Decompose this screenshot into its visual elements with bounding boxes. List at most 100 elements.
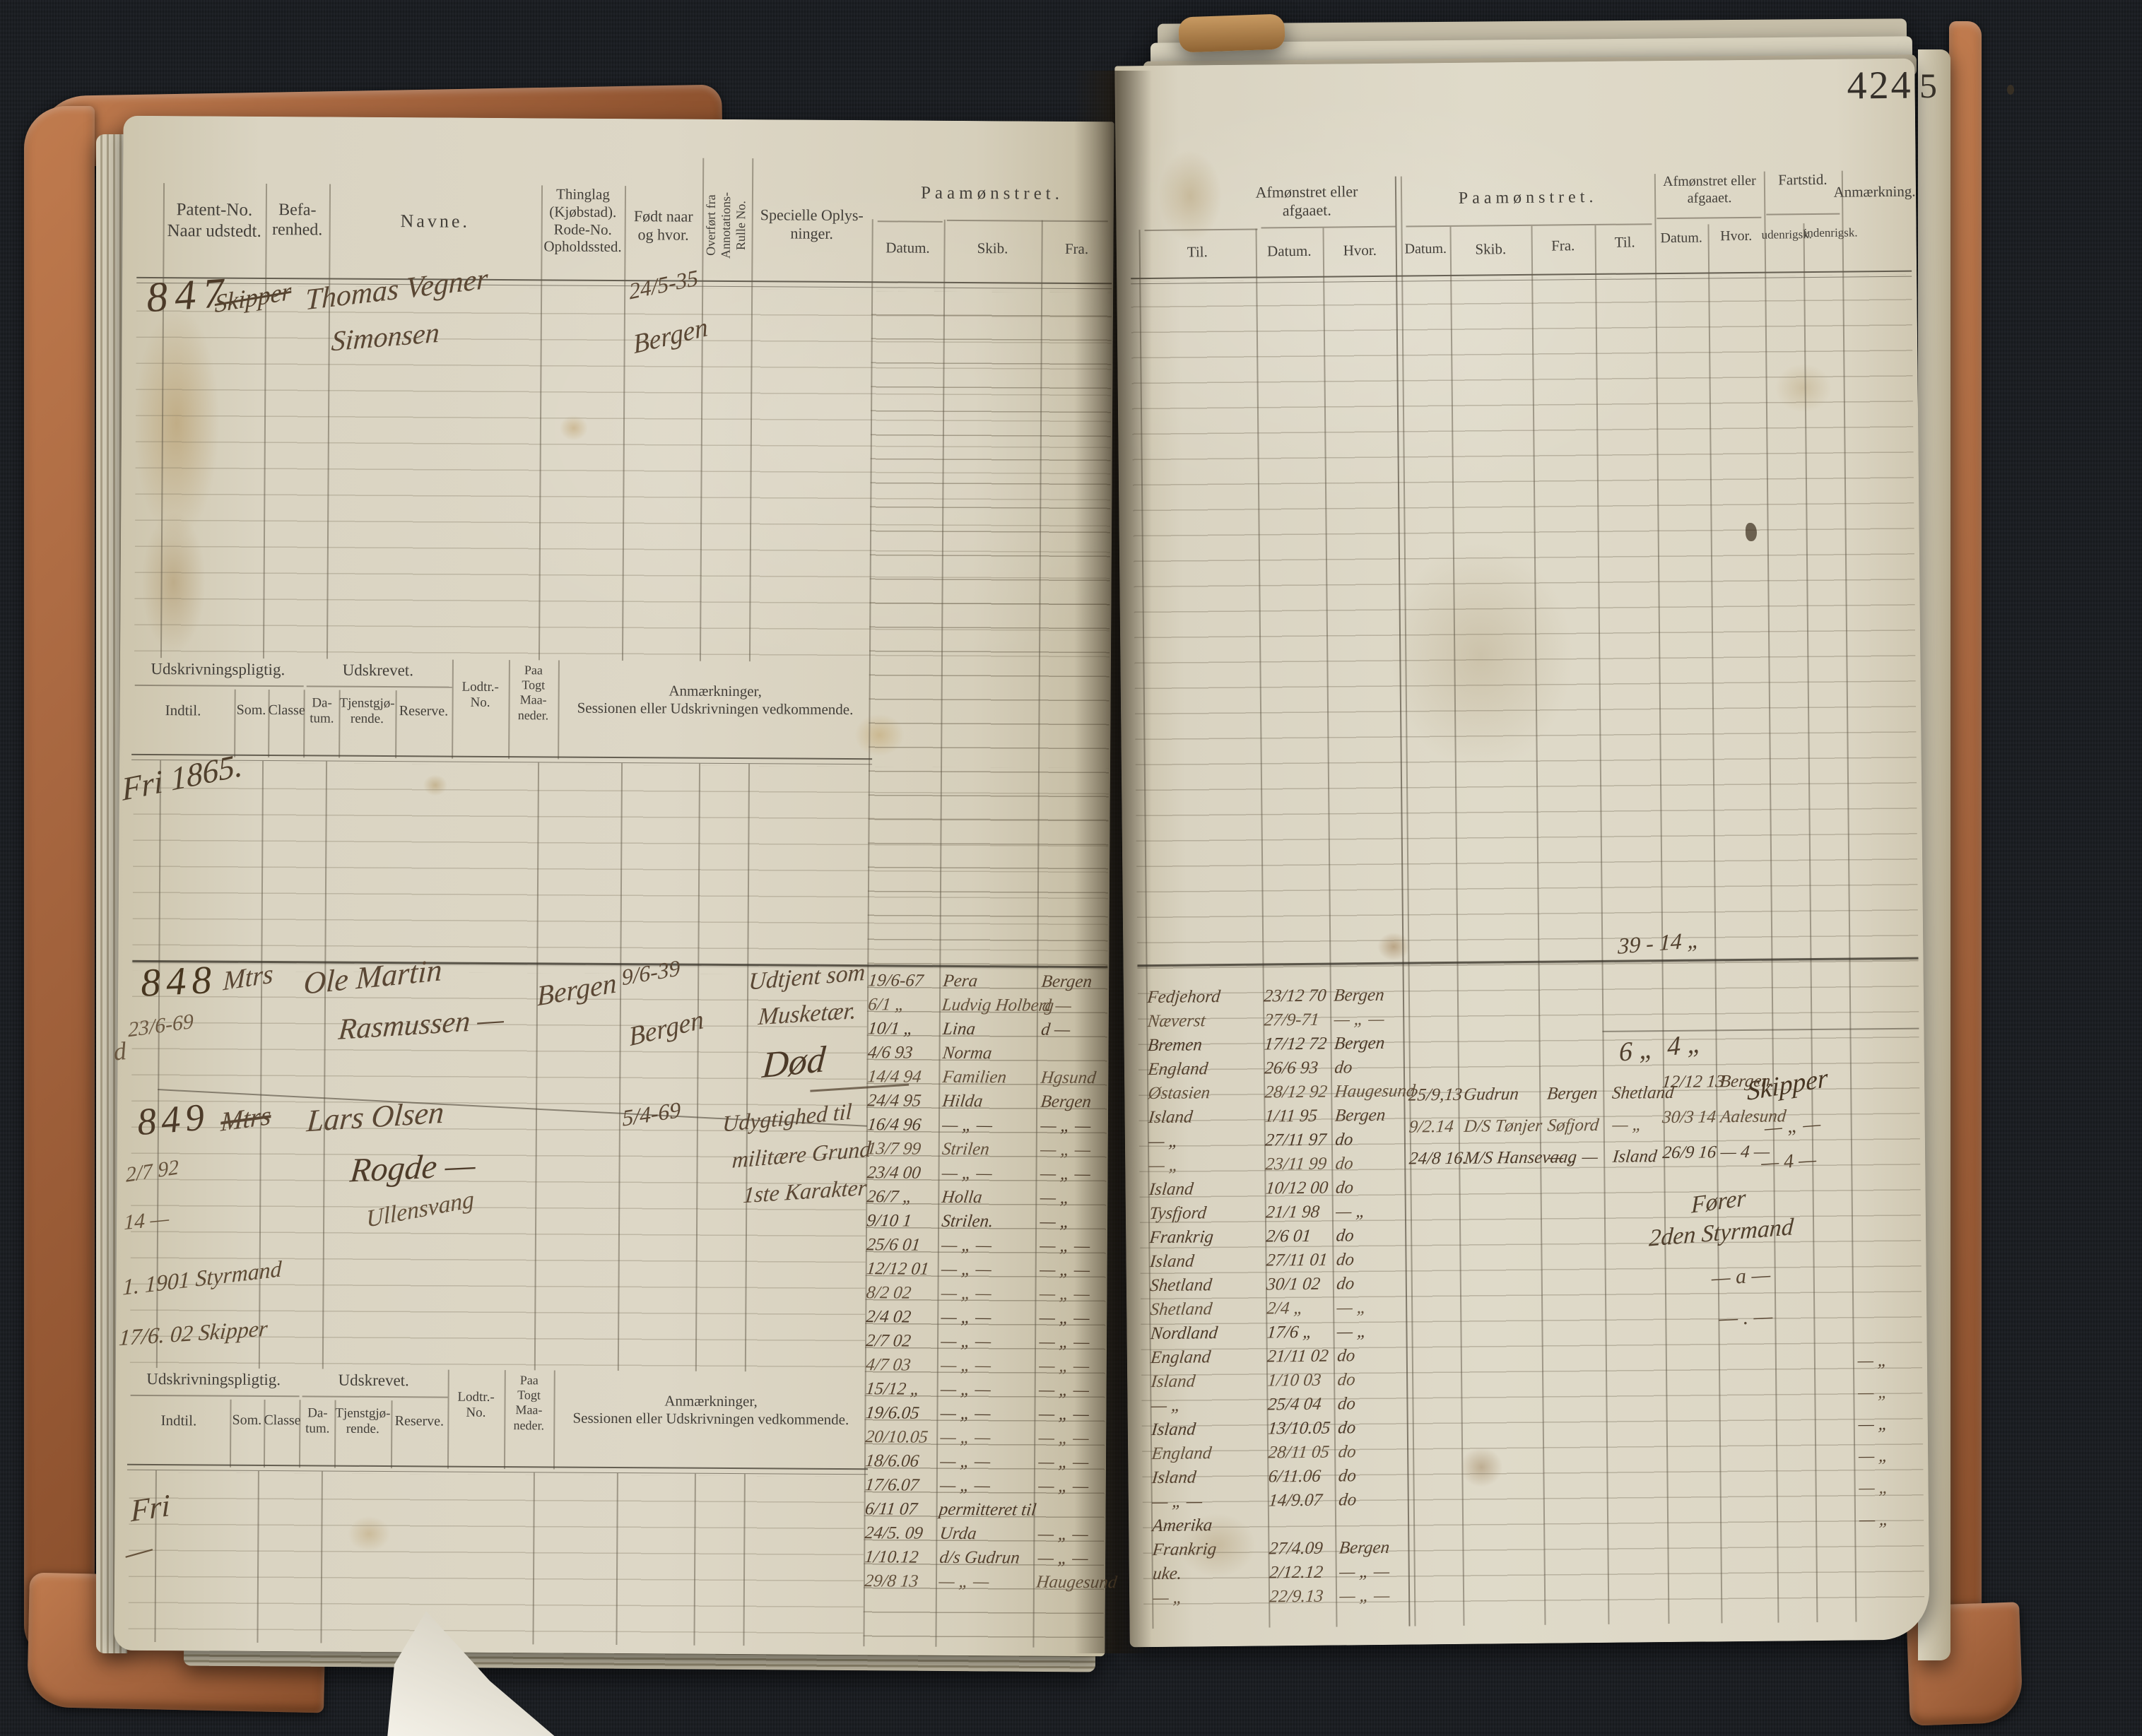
subtable-indtil: Indtil. (165, 702, 201, 719)
rp-header-udenrigsk: udenrigsk. (1761, 228, 1813, 242)
entry-848-special-line3: Død (760, 1039, 828, 1087)
subtable-classe: Classe (268, 702, 305, 719)
rp-row: — „ 27/11 97 do (1146, 1123, 1417, 1152)
subtable-som: Som. (236, 702, 266, 718)
muster-datum: 29/8 13 (864, 1571, 919, 1591)
muster-datum: 8/2 02 (865, 1283, 912, 1303)
muster-skib: Norma (941, 1043, 993, 1063)
muster-skib: — „ — (940, 1307, 993, 1328)
rp-datum: 27/11 97 (1264, 1130, 1328, 1150)
muster-datum: 14/4 94 (866, 1067, 923, 1087)
rp-til: Island (1148, 1251, 1195, 1272)
muster-skib: permitteret til (938, 1499, 1037, 1520)
rp-til: Frankrig (1151, 1540, 1218, 1560)
rp-datum: 2/6 01 (1265, 1226, 1312, 1246)
muster-row: 4/7 03 — „ — — „ — (864, 1350, 1110, 1376)
header-navne: Navne. (400, 211, 471, 232)
headband (1178, 13, 1285, 53)
anm-dash: — „ (1858, 1433, 1924, 1465)
rp-paa2-skib: M/S Hansevaag (1463, 1147, 1578, 1168)
rp-row: Næverst 27/9-71 — „ — (1146, 1003, 1416, 1031)
muster-skib: — „ — (941, 1163, 994, 1183)
leather-edge-left (24, 106, 95, 1660)
rp-row: Frankrig 27/4.09 Bergen (1151, 1532, 1421, 1559)
header-patent-no: Patent-No. Naar udstedt. (167, 200, 261, 241)
rp-til: — „ — (1151, 1492, 1204, 1512)
rp-header-fartstid-group: Fartstid. (1778, 170, 1828, 189)
muster-skib: Holla (941, 1187, 984, 1207)
rp-datum: 25/4 04 (1266, 1394, 1322, 1415)
rp-til: — „ (1148, 1131, 1180, 1152)
rp-hvor: — „ (1335, 1202, 1367, 1222)
rp-hvor: do (1334, 1130, 1354, 1150)
muster-skib: Ludvig Holberg (941, 995, 1055, 1015)
muster-skib: Strilen. (941, 1211, 994, 1232)
anm-ditto-1: — „ — (1763, 1113, 1822, 1140)
rp-hvor: do (1336, 1370, 1356, 1390)
rp-row: — „ 22/9.13 — „ — (1151, 1580, 1421, 1607)
rp-til: England (1150, 1347, 1212, 1368)
rp-hvor: — „ (1336, 1298, 1368, 1318)
rp-til: Island (1151, 1468, 1197, 1488)
note-fri-bottom: Fri (130, 1487, 170, 1529)
rp-paa2-datum: 9/2.14 (1408, 1116, 1455, 1137)
rp-hvor: — „ (1336, 1322, 1368, 1342)
muster-skib: Lina (941, 1019, 977, 1039)
muster-datum: 2/4 02 (865, 1307, 912, 1327)
rp-til: England (1151, 1443, 1213, 1464)
muster-datum: 20/10.05 (864, 1427, 929, 1447)
rp-datum: 27/11 01 (1265, 1250, 1329, 1270)
muster-row: 20/10.05 — „ — — „ — (863, 1422, 1110, 1448)
subtable-group-udskrivningspligtig: Udskrivningspligtig. (151, 659, 286, 679)
rp-datum: 27/4.09 (1268, 1538, 1324, 1559)
rp-row: Island 1/10 03 do (1148, 1364, 1419, 1391)
rp-paa2-skib: Gudrun (1462, 1085, 1520, 1104)
rp-row: England 26/6 93 do (1146, 1051, 1416, 1079)
rp-paa2-fra: Søfjord (1546, 1115, 1600, 1135)
subtable2-anmaerkninger: Anmærkninger, Sessionen eller Udskrivnin… (572, 1392, 849, 1428)
muster-datum: 13/7 99 (866, 1139, 922, 1159)
ink-marks (1746, 523, 1757, 541)
muster-datum: 6/1 „ (867, 995, 907, 1015)
anm-ditto-3: — a — (1710, 1263, 1772, 1290)
rp-datum: 1/10 03 (1266, 1370, 1322, 1390)
right-page: 424 Afmønstret eller afgaaet. Til. Datum… (1114, 58, 1930, 1648)
entry-848-number: 848 (139, 957, 218, 1005)
rp-paa2-datum: 25/9,13 (1407, 1085, 1464, 1105)
rp-hvor: do (1335, 1250, 1355, 1270)
anm-dash-mark: — „ (1857, 1446, 1890, 1466)
rp-til: Tysfjord (1148, 1203, 1208, 1224)
header-befarenhed: Befa- renhed. (271, 201, 323, 240)
rp-hvor: do (1337, 1418, 1357, 1438)
rp-row: — „ 25/4 04 do (1149, 1388, 1420, 1415)
muster-row: 17/6.07 — „ — — „ — (863, 1470, 1110, 1496)
anm-dash-mark: — „ (1858, 1510, 1890, 1530)
muster-datum: 17/6.07 (864, 1475, 920, 1495)
entry-849-name-line2: Rogde — (348, 1146, 478, 1190)
rp-header-hvor-1: Hvor. (1343, 241, 1377, 259)
rp-header-datum-1: Datum. (1266, 242, 1312, 260)
rp-til: Fedjehord (1146, 987, 1221, 1008)
rp-datum: 2/12.12 (1269, 1562, 1324, 1583)
subtable2-paa-togt: Paa Togt Maa- neder. (513, 1373, 545, 1433)
subtable2-som: Som. (232, 1412, 262, 1428)
rp-hvor: Haugesund (1334, 1081, 1416, 1102)
muster-row: 6/11 07 permitteret til (863, 1494, 1110, 1519)
rp-row: — „ — 14/9.07 do (1150, 1484, 1420, 1511)
subtable2-group-udskrevet: Udskrevet. (338, 1371, 409, 1390)
rp-row: Frankrig 2/6 01 do (1148, 1220, 1418, 1247)
muster-datum: 4/7 03 (864, 1355, 912, 1375)
muster-skib: Strilen (941, 1139, 991, 1159)
rp-row: Island 27/11 01 do (1148, 1244, 1418, 1272)
muster-row: 19/6.05 — „ — — „ — (864, 1398, 1110, 1424)
subtable-group-udskrevet: Udskrevet. (342, 661, 414, 680)
muster-skib: Urda (938, 1523, 978, 1544)
muster-row: 29/8 13 — „ — Haugesund (862, 1566, 1118, 1592)
muster-skib: d/s Gudrun (938, 1547, 1021, 1568)
muster-row: 24/5. 09 Urda — „ — (863, 1518, 1110, 1544)
subtable-reserve: Reserve. (399, 703, 449, 719)
rp-datum: 13/10.05 (1267, 1418, 1331, 1439)
rp-datum: 28/11 05 (1267, 1442, 1331, 1463)
rp-hvor: Bergen (1333, 1033, 1386, 1053)
